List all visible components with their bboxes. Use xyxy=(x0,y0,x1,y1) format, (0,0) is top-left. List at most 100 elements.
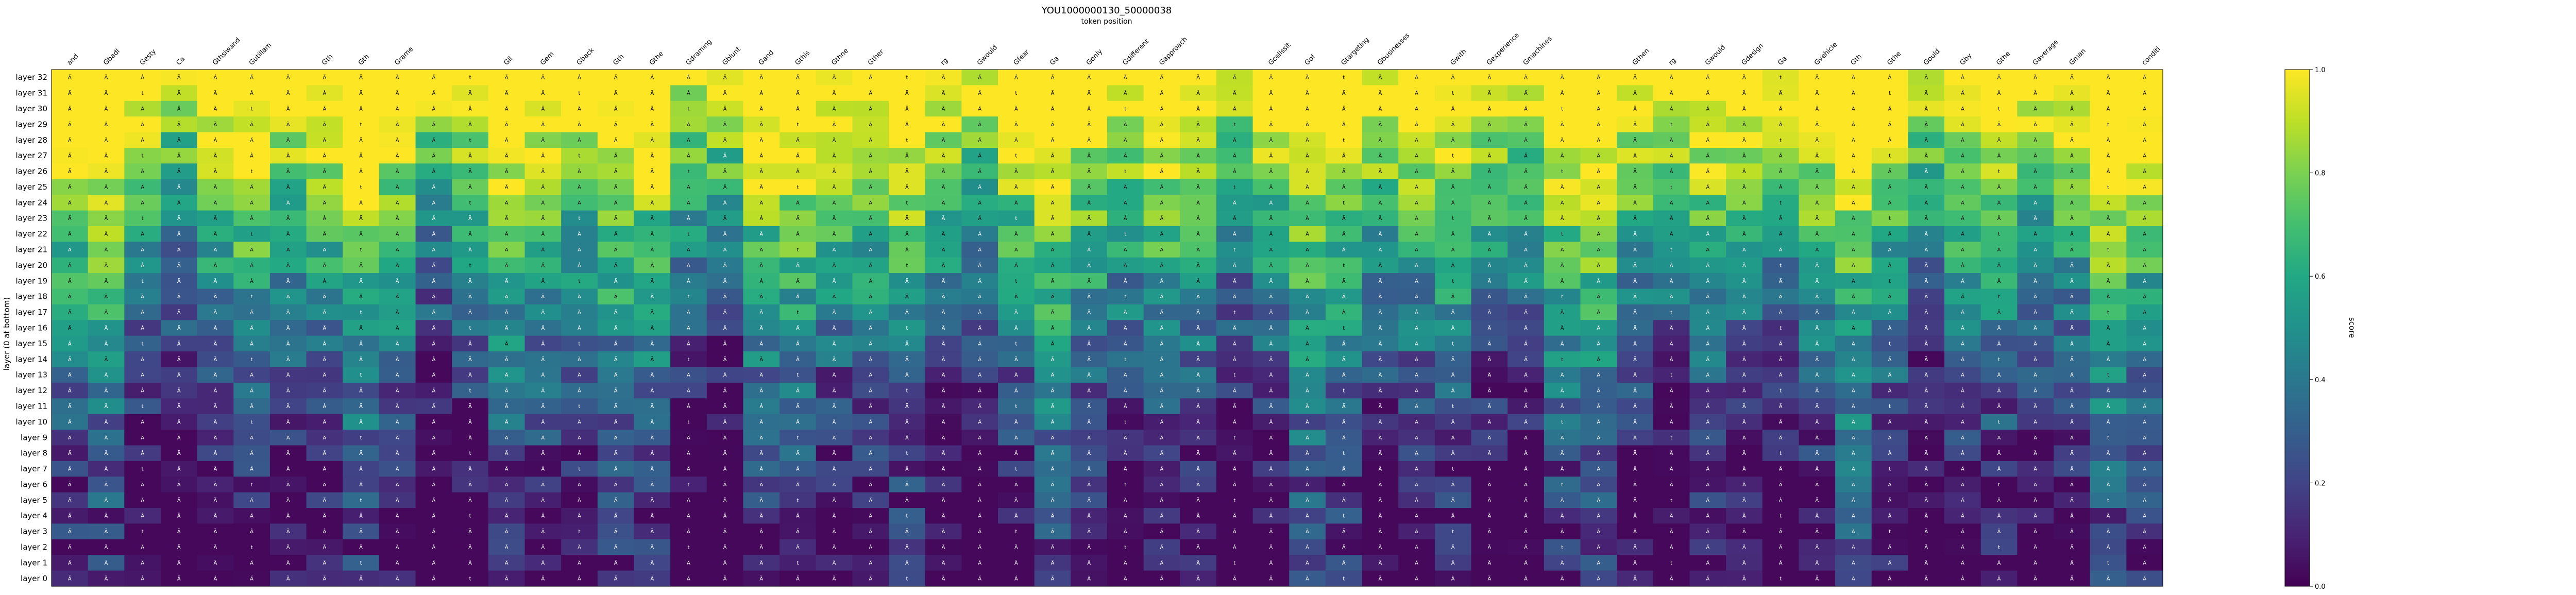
cell-label: Ä xyxy=(396,528,399,535)
cell-label: Ä xyxy=(1742,450,1746,456)
cell-label: Ä xyxy=(396,575,399,582)
heatmap-cell xyxy=(1544,179,1581,195)
cell-label: Ä xyxy=(978,450,981,456)
cell-label: Ä xyxy=(1706,559,1709,566)
cell-label: Â xyxy=(250,278,253,284)
heatmap-cell xyxy=(1107,100,1144,117)
cell-label: Ä xyxy=(1051,403,1055,410)
cell-label: Â xyxy=(1524,575,1528,582)
cell-label: Ä xyxy=(68,481,72,488)
cell-label: Â xyxy=(541,183,545,190)
cell-label: Ä xyxy=(833,575,836,582)
cell-label: Ä xyxy=(1597,371,1600,378)
cell-label: Â xyxy=(1561,528,1564,535)
heatmap-cell xyxy=(1034,132,1071,148)
cell-label: Â xyxy=(323,340,326,347)
cell-label: Ä xyxy=(1961,559,1964,566)
heatmap-cell xyxy=(1507,70,1545,86)
cell-label: Ä xyxy=(1087,371,1091,378)
heatmap-cell xyxy=(2126,85,2163,101)
cell-label: Ä xyxy=(833,356,836,363)
cell-label: Â xyxy=(1961,450,1964,456)
heatmap-cell xyxy=(925,226,962,242)
cell-label: Ä xyxy=(614,387,618,394)
cell-label: Ä xyxy=(505,356,509,363)
cell-label: t xyxy=(360,247,362,253)
heatmap-cell xyxy=(343,85,380,101)
cell-label: Ä xyxy=(650,544,654,551)
heatmap-cell xyxy=(779,226,817,242)
cell-label: Ä xyxy=(1051,168,1055,175)
heatmap-cell xyxy=(306,163,343,180)
cell-label: Ä xyxy=(978,356,981,363)
cell-label: Ä xyxy=(1051,544,1055,551)
cell-label: Ä xyxy=(2033,387,2037,394)
cell-label: Ä xyxy=(541,74,545,81)
cell-label: Â xyxy=(1961,513,1964,519)
y-tick-label: layer 27 xyxy=(16,151,48,160)
cell-label: Ä xyxy=(1160,481,1164,488)
cell-label: Ä xyxy=(1160,168,1164,175)
y-tick-label: layer 0 xyxy=(21,574,47,583)
heatmap-cell xyxy=(779,163,817,180)
cell-label: Ä xyxy=(1924,121,1928,128)
cell-label: Ä xyxy=(942,450,945,456)
cell-label: Ä xyxy=(1779,466,1783,472)
cell-label: Ä xyxy=(1524,278,1528,284)
heatmap-cell xyxy=(1799,179,1836,195)
heatmap-cell xyxy=(597,100,635,117)
cell-label: t xyxy=(1670,122,1672,128)
cell-label: Â xyxy=(1852,246,1855,253)
cell-label: Â xyxy=(1196,528,1200,535)
cell-label: Ä xyxy=(1124,450,1127,456)
cell-label: Ä xyxy=(1378,293,1382,300)
heatmap-cell xyxy=(1908,195,1945,211)
heatmap-cell xyxy=(1143,100,1180,117)
colorbar-tick-label: 0.8 xyxy=(2315,170,2326,178)
cell-label: Ä xyxy=(177,199,181,206)
cell-label: Ä xyxy=(1633,450,1637,456)
cell-label: Ä xyxy=(1561,325,1564,331)
cell-label: Ä xyxy=(759,231,763,237)
cell-label: Ä xyxy=(1233,575,1236,582)
heatmap-cell xyxy=(343,195,380,211)
cell-label: Ä xyxy=(1633,356,1637,363)
heatmap-cell xyxy=(488,85,526,101)
cell-label: Ä xyxy=(833,278,836,284)
cell-label: Â xyxy=(1087,450,1091,456)
cell-label: Ä xyxy=(650,278,654,284)
cell-label: Ä xyxy=(1815,497,1819,503)
cell-label: Ä xyxy=(505,513,509,519)
cell-label: Â xyxy=(359,356,363,363)
cell-label: Ä xyxy=(723,418,727,425)
cell-label: Ä xyxy=(1852,152,1855,159)
cell-label: Ä xyxy=(905,152,909,159)
heatmap-cell xyxy=(2054,70,2091,86)
heatmap-cell xyxy=(1471,163,1508,180)
cell-label: Ä xyxy=(141,309,144,316)
cell-label: Ä xyxy=(468,418,472,425)
cell-label: Ä xyxy=(396,309,399,316)
cell-label: Ä xyxy=(1087,231,1091,237)
cell-label: Ä xyxy=(2033,293,2037,300)
cell-label: t xyxy=(142,154,144,159)
cell-label: Ä xyxy=(1051,418,1055,425)
heatmap-cell xyxy=(998,210,1035,227)
cell-label: Ä xyxy=(68,199,72,206)
heatmap-cell xyxy=(561,132,598,148)
cell-label: t xyxy=(579,91,581,96)
cell-label: Â xyxy=(1742,481,1746,488)
heatmap-cell xyxy=(561,195,598,211)
cell-label: Ä xyxy=(1524,544,1528,551)
cell-label: Ä xyxy=(1524,418,1528,425)
cell-label: Ä xyxy=(177,544,181,551)
heatmap-cell xyxy=(1216,147,1253,164)
cell-label: Ä xyxy=(687,309,690,316)
cell-label: Ä xyxy=(1196,575,1200,582)
cell-label: Ä xyxy=(2033,168,2037,175)
cell-label: Â xyxy=(141,513,144,519)
cell-label: Ä xyxy=(1670,137,1673,143)
cell-label: Ä xyxy=(614,278,618,284)
cell-label: t xyxy=(142,341,144,347)
heatmap-cell xyxy=(197,132,234,148)
